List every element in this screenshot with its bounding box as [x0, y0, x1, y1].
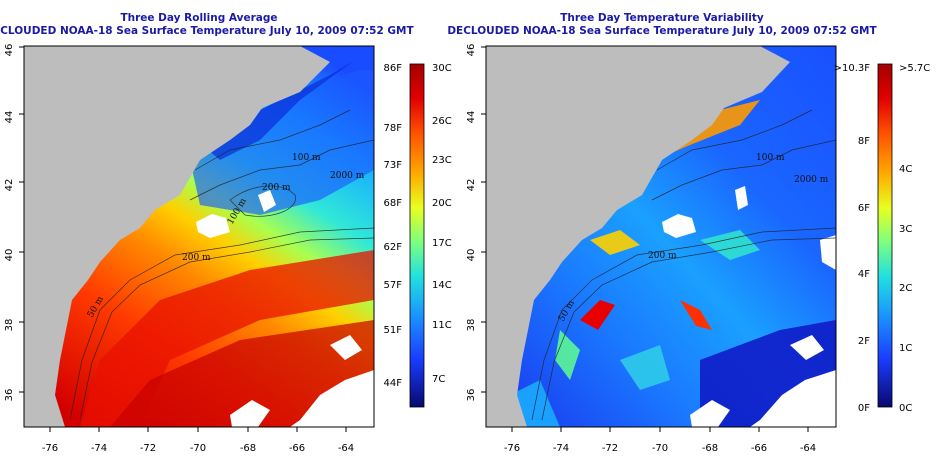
- right-colorbar: >10.3F 8F 6F 4F 2F 0F >5.7C 4C 3C 2C 1C …: [834, 63, 931, 414]
- colorbar-left-label: 62F: [384, 242, 403, 253]
- colorbar-right-label: >5.7C: [899, 63, 930, 74]
- x-tick-label: -66: [751, 443, 767, 454]
- x-tick-label: -70: [652, 443, 668, 454]
- right-map-subtitle: DECLOUDED NOAA-18 Sea Surface Temperatur…: [447, 25, 877, 37]
- y-tick-label: 38: [4, 319, 15, 332]
- right-map-image: [486, 46, 836, 427]
- colorbar-right-label: 11C: [432, 320, 452, 331]
- colorbar-left-label: 78F: [384, 123, 403, 134]
- right-x-axis: -76 -74 -72 -70 -68 -66 -64: [504, 427, 816, 454]
- left-x-axis: -76 -74 -72 -70 -68 -66 -64: [42, 427, 354, 454]
- left-contour-label: 200 m: [262, 183, 291, 193]
- left-map-image: [24, 46, 374, 427]
- y-tick-label: 36: [4, 389, 15, 402]
- left-map-subtitle: DECLOUDED NOAA-18 Sea Surface Temperatur…: [0, 25, 414, 37]
- right-colorbar-gradient: [877, 63, 893, 408]
- colorbar-right-label: 14C: [432, 280, 452, 291]
- colorbar-left-label: 86F: [384, 63, 403, 74]
- colorbar-right-label: 4C: [899, 164, 912, 175]
- y-tick-label: 46: [4, 44, 15, 57]
- x-tick-label: -72: [140, 443, 156, 454]
- colorbar-right-label: 26C: [432, 116, 452, 127]
- colorbar-left-label: 44F: [384, 378, 403, 389]
- colorbar-left-label: 0F: [858, 403, 870, 414]
- y-tick-label: 44: [4, 111, 15, 124]
- x-tick-label: -70: [190, 443, 206, 454]
- y-tick-label: 46: [466, 44, 477, 57]
- colorbar-left-label: 68F: [384, 198, 403, 209]
- y-tick-label: 44: [466, 111, 477, 124]
- left-contour-label: 2000 m: [330, 171, 365, 181]
- x-tick-label: -76: [504, 443, 520, 454]
- right-contour-label: 2000 m: [794, 175, 829, 185]
- colorbar-right-label: 17C: [432, 238, 452, 249]
- x-tick-label: -74: [553, 443, 569, 454]
- left-map-title: Three Day Rolling Average: [120, 12, 277, 24]
- colorbar-right-label: 3C: [899, 224, 912, 235]
- left-map-frame: [23, 45, 375, 428]
- colorbar-left-label: 51F: [384, 325, 403, 336]
- left-y-axis: 36 38 40 42 44 46: [4, 44, 24, 402]
- colorbar-right-label: 2C: [899, 283, 912, 294]
- colorbar-right-label: 30C: [432, 63, 452, 74]
- colorbar-left-label: 6F: [858, 203, 870, 214]
- right-contour-label: 100 m: [756, 153, 785, 163]
- x-tick-label: -72: [602, 443, 618, 454]
- x-tick-label: -68: [240, 443, 256, 454]
- left-contour-label: 200 m: [182, 253, 211, 263]
- colorbar-right-label: 20C: [432, 198, 452, 209]
- x-tick-label: -66: [289, 443, 305, 454]
- y-tick-label: 40: [4, 249, 15, 262]
- colorbar-right-label: 1C: [899, 343, 912, 354]
- colorbar-left-label: 8F: [858, 136, 870, 147]
- right-contour-label: 200 m: [648, 251, 677, 261]
- right-y-axis: 36 38 40 42 44 46: [466, 44, 486, 402]
- y-tick-label: 42: [466, 179, 477, 192]
- colorbar-left-label: 2F: [858, 336, 870, 347]
- colorbar-right-label: 23C: [432, 155, 452, 166]
- left-colorbar: 86F 78F 73F 68F 62F 57F 51F 44F 30C 26C …: [384, 63, 452, 408]
- x-tick-label: -76: [42, 443, 58, 454]
- y-tick-label: 42: [4, 179, 15, 192]
- y-tick-label: 38: [466, 319, 477, 332]
- x-tick-label: -64: [800, 443, 816, 454]
- x-tick-label: -74: [91, 443, 107, 454]
- left-map-panel: Three Day Rolling Average DECLOUDED NOAA…: [0, 12, 452, 454]
- right-map-frame: [485, 45, 837, 428]
- colorbar-right-label: 7C: [432, 374, 445, 385]
- y-tick-label: 40: [466, 249, 477, 262]
- x-tick-label: -64: [338, 443, 354, 454]
- left-colorbar-gradient: [409, 63, 425, 408]
- x-tick-label: -68: [702, 443, 718, 454]
- right-map-panel: Three Day Temperature Variability DECLOU…: [447, 12, 930, 454]
- colorbar-left-label: >10.3F: [834, 63, 871, 74]
- y-tick-label: 36: [466, 389, 477, 402]
- colorbar-left-label: 4F: [858, 269, 870, 280]
- colorbar-left-label: 57F: [384, 280, 403, 291]
- left-contour-label: 100 m: [292, 153, 321, 163]
- right-map-title: Three Day Temperature Variability: [560, 12, 764, 24]
- colorbar-right-label: 0C: [899, 403, 912, 414]
- colorbar-left-label: 73F: [384, 160, 403, 171]
